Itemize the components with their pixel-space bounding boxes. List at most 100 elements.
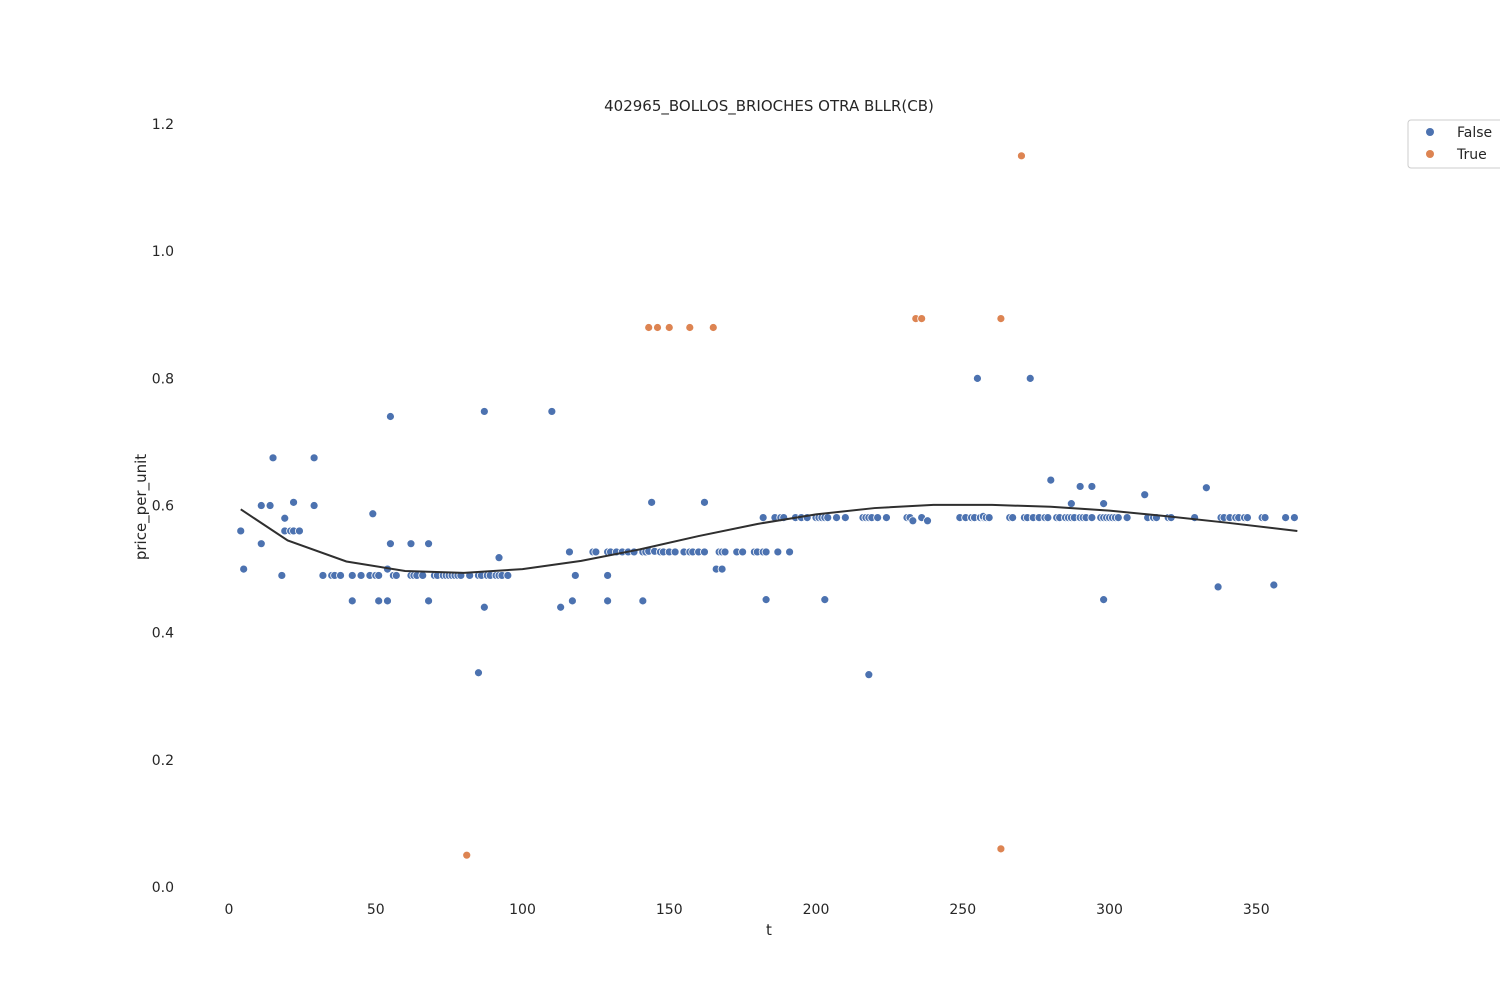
data-point-false (289, 497, 298, 507)
x-tick-label: 250 (949, 902, 976, 918)
data-point-false (368, 509, 378, 519)
data-point-false (556, 602, 566, 612)
data-point-true (996, 844, 1006, 854)
data-point-true (685, 323, 695, 332)
data-point-false (973, 373, 982, 383)
data-point-false (720, 547, 730, 557)
data-point-false (565, 547, 574, 557)
data-point-false (1075, 482, 1085, 491)
trend-line (240, 503, 1298, 574)
data-point-false (1099, 499, 1109, 509)
x-tick-label: 0 (225, 902, 234, 918)
data-point-false (479, 602, 489, 612)
data-point-false (356, 571, 366, 580)
data-point-false (277, 571, 287, 580)
data-point-false (1122, 513, 1132, 523)
y-tick-label: 0.4 (152, 626, 174, 642)
data-point-true (644, 323, 654, 332)
data-point-false (1243, 513, 1252, 523)
data-point-true (1017, 151, 1026, 161)
data-point-false (873, 513, 883, 523)
data-point-false (700, 497, 709, 507)
data-point-false (1087, 482, 1097, 491)
data-point-false (347, 596, 357, 606)
x-tick-label: 300 (1096, 902, 1123, 918)
chart-title: 402965_BOLLOS_BRIOCHES OTRA BLLR(CB) (604, 97, 934, 116)
data-point-false (840, 513, 850, 523)
data-point-true (664, 323, 674, 332)
data-point-false (864, 670, 874, 680)
data-point-false (647, 497, 657, 507)
data-point-false (295, 526, 304, 536)
data-point-false (280, 513, 290, 523)
data-point-false (638, 596, 648, 606)
data-point-false (256, 501, 266, 510)
y-tick-label: 1.2 (152, 117, 174, 133)
x-axis-ticks: 0 50 100 150 200 250 300 350 (225, 902, 1270, 918)
data-point-false (785, 547, 794, 557)
y-axis-ticks: 0.0 0.2 0.4 0.6 0.8 1.0 1.2 (152, 117, 174, 896)
data-point-false (717, 564, 727, 574)
data-point-false (984, 513, 994, 523)
x-axis-label: t (766, 921, 772, 939)
data-point-false (268, 453, 278, 463)
data-point-false (1025, 373, 1035, 383)
data-point-false (832, 513, 841, 523)
data-point-false (591, 547, 601, 557)
data-point-false (761, 595, 771, 605)
data-point-false (406, 539, 416, 549)
y-tick-label: 0.6 (152, 499, 174, 515)
data-point-false (1113, 513, 1123, 523)
data-point-false (1046, 475, 1056, 485)
data-point-false (1140, 490, 1150, 500)
data-point-false (1099, 595, 1109, 605)
x-tick-label: 50 (367, 902, 385, 918)
data-point-false (347, 571, 357, 580)
y-tick-label: 0.0 (152, 880, 174, 896)
legend: False True (1407, 119, 1500, 169)
data-point-false (1269, 580, 1279, 590)
data-point-false (738, 547, 748, 557)
data-point-false (1281, 513, 1290, 523)
x-tick-label: 150 (656, 902, 683, 918)
data-point-false (391, 571, 401, 580)
data-point-false (374, 571, 384, 580)
data-point-true (653, 323, 662, 332)
data-point-false (494, 553, 504, 563)
data-point-false (1201, 483, 1211, 493)
data-point-false (700, 547, 709, 557)
data-point-false (318, 571, 328, 580)
data-point-false (1213, 582, 1223, 592)
y-tick-label: 1.0 (152, 244, 174, 260)
data-point-false (374, 596, 384, 606)
data-point-false (386, 412, 395, 421)
legend-marker-true (1426, 150, 1434, 158)
data-point-true (917, 314, 927, 323)
data-point-false (761, 547, 771, 557)
data-point-false (820, 595, 830, 605)
data-point-false (670, 547, 680, 557)
data-point-false (309, 453, 319, 463)
data-point-false (1008, 513, 1018, 523)
plot-area (236, 151, 1299, 860)
data-point-false (424, 539, 433, 549)
y-tick-label: 0.8 (152, 371, 174, 387)
legend-marker-false (1426, 128, 1434, 136)
data-point-true (462, 850, 472, 860)
data-point-false (236, 526, 246, 536)
data-point-false (309, 501, 319, 510)
data-point-false (1290, 513, 1299, 523)
data-point-false (503, 571, 513, 580)
x-tick-label: 350 (1243, 902, 1270, 918)
legend-label-true: True (1456, 147, 1487, 163)
data-point-false (336, 571, 345, 580)
x-tick-label: 100 (509, 902, 536, 918)
data-point-false (603, 596, 613, 606)
data-point-false (386, 539, 395, 549)
data-point-false (567, 596, 577, 606)
data-point-false (1043, 513, 1053, 523)
data-point-false (1260, 513, 1270, 523)
data-point-false (758, 513, 768, 523)
data-point-false (923, 516, 932, 526)
